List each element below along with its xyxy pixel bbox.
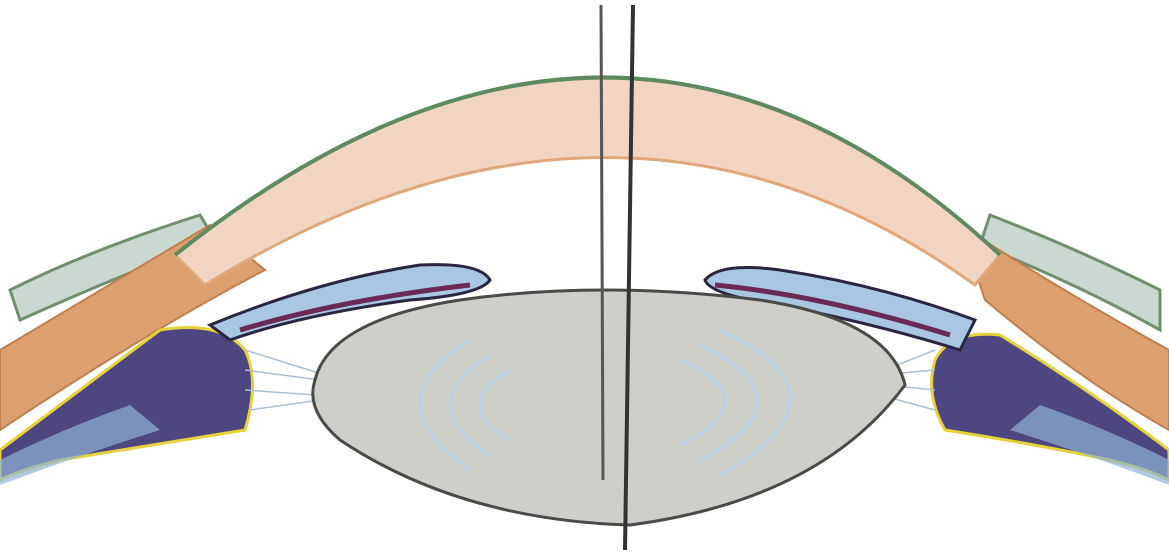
vertical-line-left	[599, 4, 605, 481]
iris-pigment-left	[239, 282, 471, 333]
lens-layer	[699, 343, 759, 462]
cornea-epithelium	[173, 75, 1002, 257]
lens	[311, 288, 907, 527]
iris-pigment-right	[714, 282, 951, 338]
lens-layers	[418, 328, 792, 477]
lens-layer	[478, 368, 511, 442]
zonule-left	[244, 349, 326, 411]
ciliary-tissue-left	[0, 405, 160, 485]
sclera-right	[958, 222, 1169, 432]
zonules	[244, 349, 936, 411]
lens-layer	[719, 328, 792, 477]
zonule-right	[879, 349, 936, 411]
ciliary-tissue-right	[1010, 405, 1169, 485]
lens-layer	[448, 353, 491, 457]
lens-layer	[679, 358, 726, 447]
conjunctiva-right	[978, 213, 1162, 333]
vertical-line-right	[623, 4, 635, 551]
lens-layer	[418, 338, 471, 472]
